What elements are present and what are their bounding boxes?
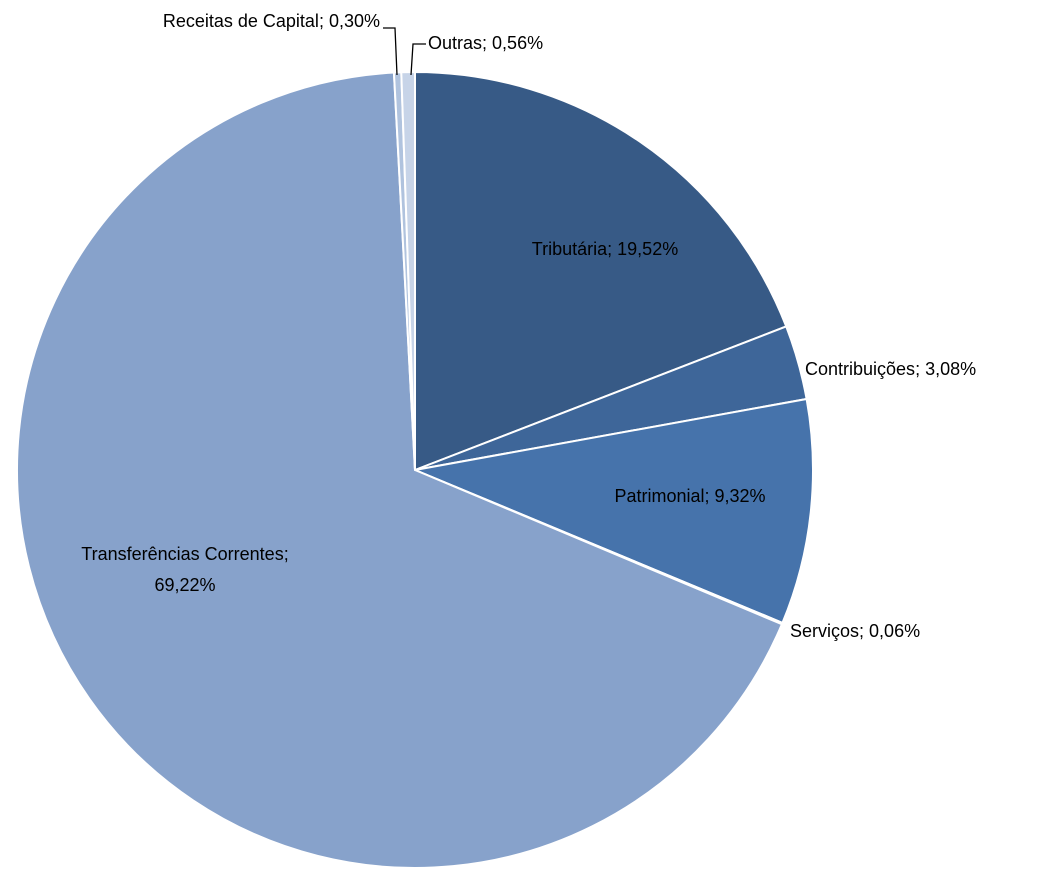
label-value: 0,56%: [492, 33, 543, 53]
data-label: Transferências Correntes; 69,22%: [81, 544, 288, 595]
data-label: Serviços; 0,06%: [790, 621, 920, 641]
leader-line: [410, 43, 426, 76]
label-value: 3,08%: [925, 359, 976, 379]
label-value: 19,52%: [617, 239, 678, 259]
label-separator: ;: [284, 544, 289, 564]
label-category: Receitas de Capital: [163, 11, 319, 31]
label-separator: ;: [319, 11, 324, 31]
label-separator: ;: [607, 239, 612, 259]
labels: Tributária; 19,52%Contribuições; 3,08%Patr…: [81, 11, 976, 641]
label-value: 0,06%: [869, 621, 920, 641]
pie: [16, 71, 814, 869]
label-category: Transferências Correntes: [81, 544, 283, 564]
label-value: 0,30%: [329, 11, 380, 31]
pie-slice: [414, 71, 788, 471]
label-category: Patrimonial: [614, 486, 704, 506]
pie-slice: [16, 71, 783, 869]
label-category: Outras: [428, 33, 482, 53]
data-label: Tributária; 19,52%: [532, 239, 678, 259]
label-separator: ;: [915, 359, 920, 379]
pie-slice: [400, 71, 416, 471]
label-separator: ;: [482, 33, 487, 53]
leader-line: [383, 27, 398, 76]
data-label: Contribuições; 3,08%: [805, 359, 976, 379]
data-label: Patrimonial; 9,32%: [614, 486, 765, 506]
label-separator: ;: [704, 486, 709, 506]
label-category: Serviços: [790, 621, 859, 641]
data-label: Outras; 0,56%: [428, 33, 543, 53]
pie-slice: [414, 397, 814, 624]
label-category: Tributária: [532, 239, 608, 259]
label-value: 69,22%: [154, 575, 215, 595]
data-label: Receitas de Capital; 0,30%: [163, 11, 380, 31]
label-value: 9,32%: [715, 486, 766, 506]
label-category: Contribuições: [805, 359, 915, 379]
label-separator: ;: [859, 621, 864, 641]
